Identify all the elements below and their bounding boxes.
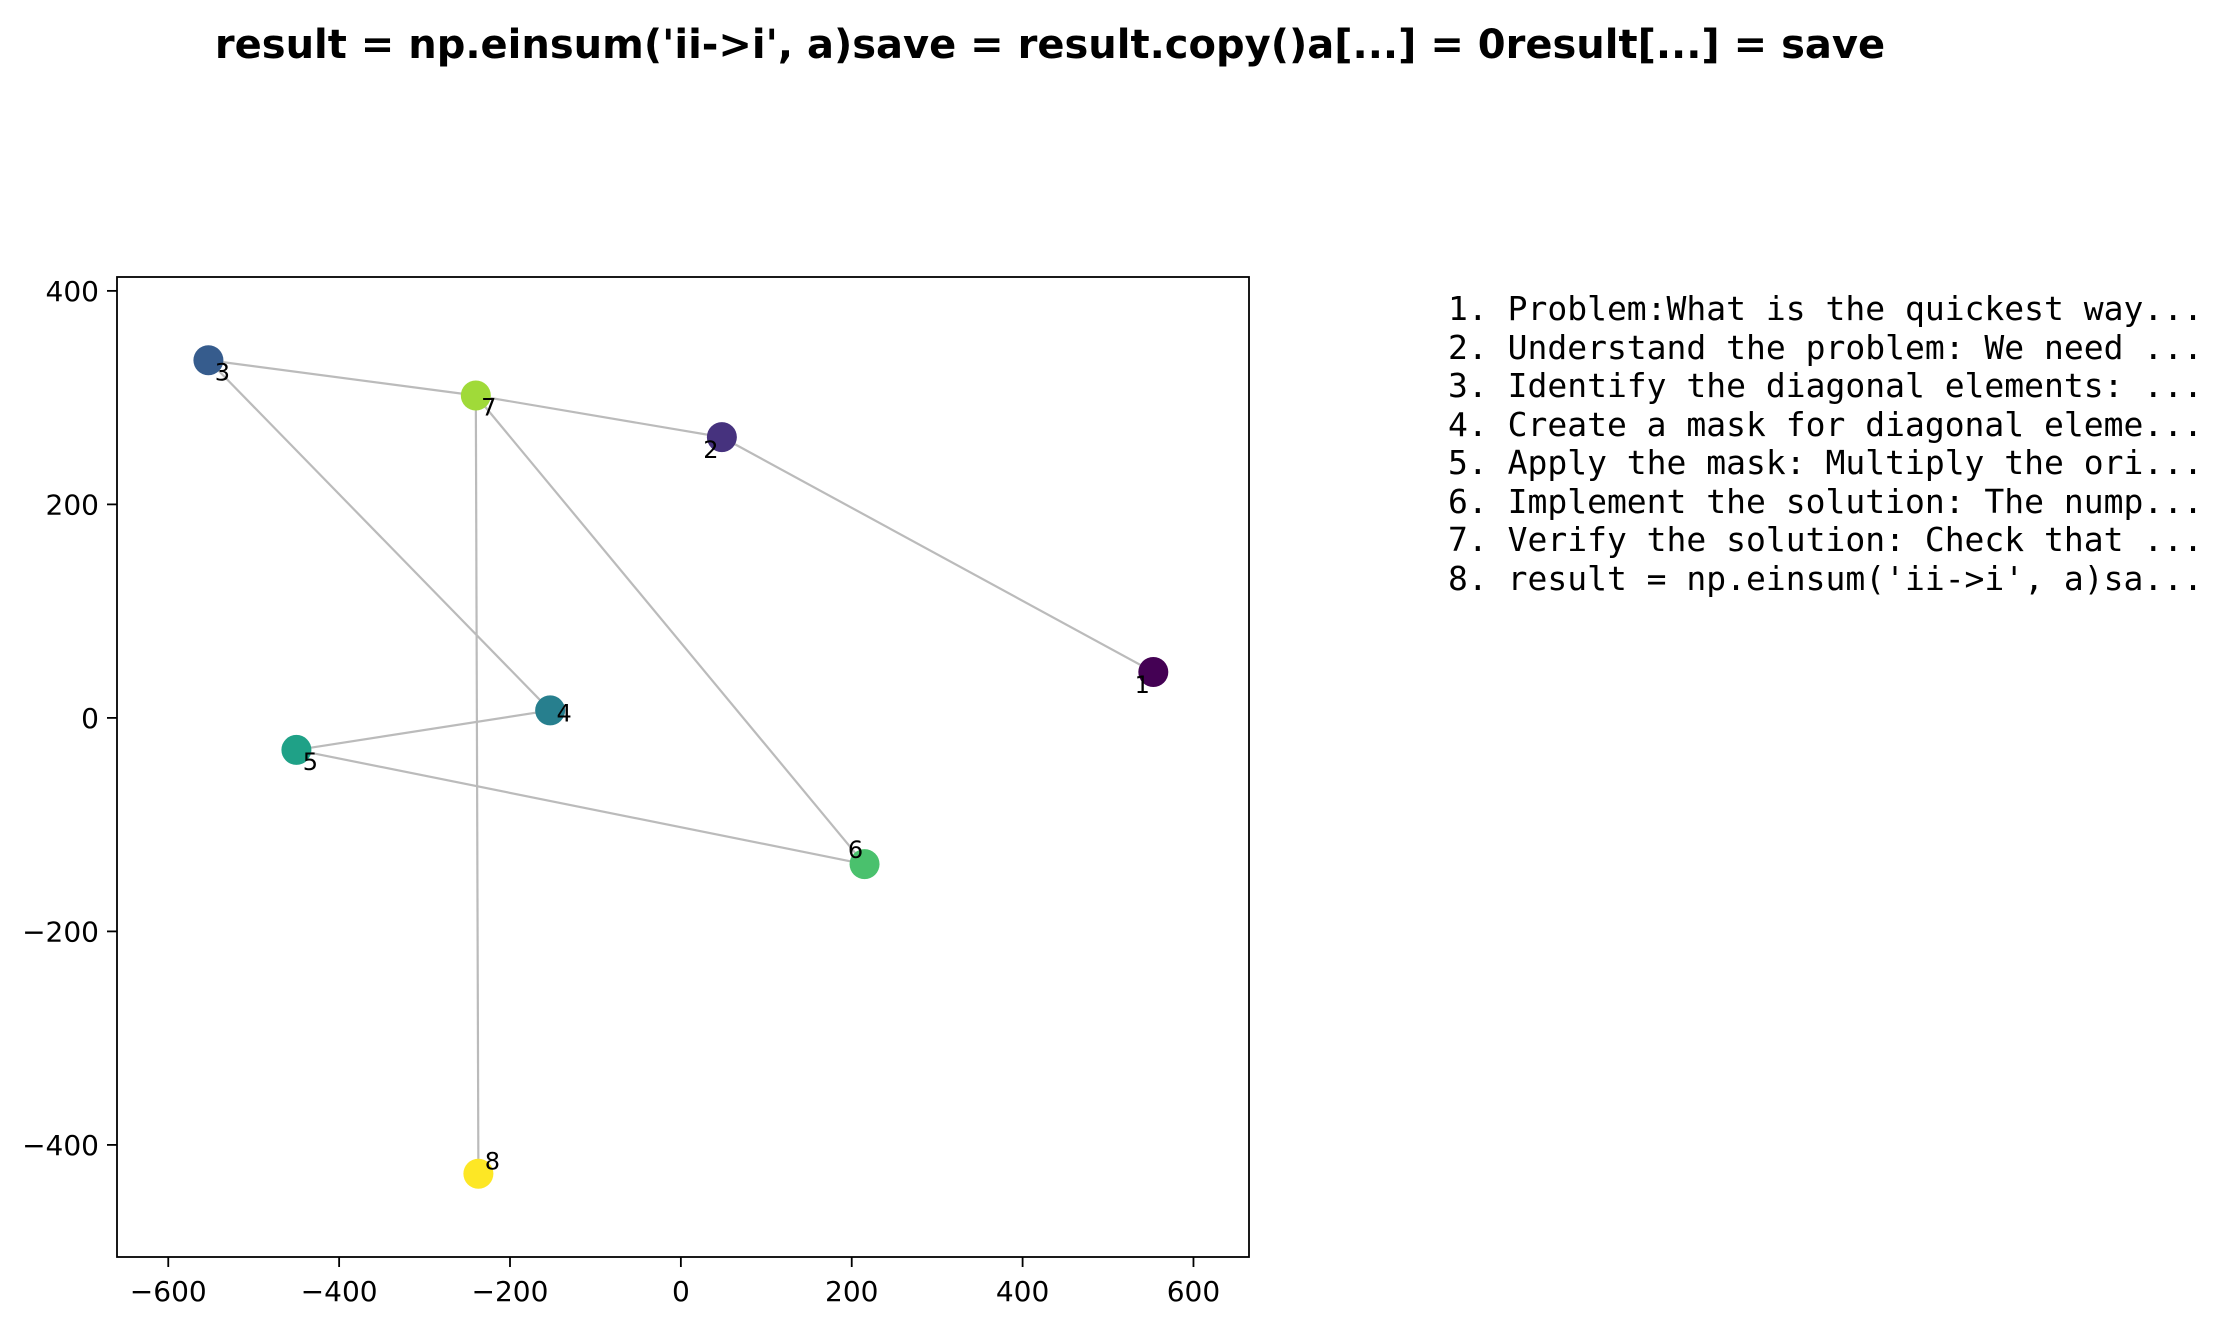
- y-tick-label-4: 400: [46, 275, 99, 308]
- point-3: [193, 345, 224, 376]
- point-8: [463, 1158, 494, 1189]
- step-item-4: 4. Create a mask for diagonal eleme...: [1448, 404, 2203, 444]
- edge-7-3: [208, 359, 476, 397]
- edge-4-5: [296, 709, 551, 752]
- step-item-1: 1. Problem:What is the quickest way...: [1448, 289, 2203, 328]
- x-axis: −600 −400 −200 0 200 400 600: [130, 1257, 1220, 1308]
- x-tick-label-0: −600: [130, 1275, 207, 1308]
- step-item-3: 3. Identify the diagonal elements: ...: [1448, 366, 2203, 405]
- step-item-7: 7. Verify the solution: Check that ...: [1448, 520, 2203, 559]
- y-tick-label-2: 0: [81, 702, 99, 735]
- x-tick-label-3: 0: [672, 1275, 690, 1308]
- chart-title: result = np.einsum('ii->i', a)save = res…: [214, 22, 1886, 68]
- point-4: [535, 695, 566, 726]
- step-item-6: 6. Implement the solution: The nump...: [1448, 481, 2203, 521]
- y-axis: −400 −200 0 200 400: [22, 275, 117, 1162]
- point-label-5: 5: [303, 748, 318, 776]
- x-tick-label-2: −200: [472, 1275, 549, 1308]
- plot-frame: [116, 276, 1250, 1258]
- edge-3-4: [207, 359, 551, 712]
- point-label-7: 7: [481, 393, 496, 421]
- point-label-3: 3: [215, 358, 230, 386]
- point-1: [1138, 656, 1169, 687]
- x-tick-label-6: 600: [1167, 1275, 1220, 1308]
- point-2: [706, 422, 737, 453]
- x-tick-label-5: 400: [996, 1275, 1049, 1308]
- point-labels-layer: 1 2 3 4 5 6 7 8: [215, 358, 1150, 1175]
- x-tick-label-4: 200: [825, 1275, 878, 1308]
- point-label-2: 2: [703, 436, 718, 464]
- y-tick-label-1: −200: [22, 915, 99, 948]
- edge-6-7: [474, 394, 866, 865]
- point-label-8: 8: [485, 1148, 500, 1176]
- x-tick-label-1: −400: [301, 1275, 378, 1308]
- y-tick-label-3: 200: [46, 488, 99, 521]
- y-tick-label-0: −400: [22, 1129, 99, 1162]
- edge-5-6: [296, 748, 865, 866]
- point-label-4: 4: [557, 699, 572, 727]
- steps-list: 1. Problem:What is the quickest way... 2.…: [1448, 289, 2203, 598]
- point-label-6: 6: [848, 836, 863, 864]
- point-7: [460, 380, 491, 411]
- edges-layer: [207, 359, 1154, 1174]
- step-item-5: 5. Apply the mask: Multiply the ori...: [1448, 443, 2203, 482]
- edge-1-2: [721, 436, 1154, 673]
- points-layer: [193, 345, 1169, 1189]
- step-item-8: 8. result = np.einsum('ii->i', a)sa...: [1448, 558, 2203, 598]
- point-label-1: 1: [1135, 671, 1150, 699]
- edge-7-8: [474, 395, 480, 1174]
- step-item-2: 2. Understand the problem: We need ...: [1448, 327, 2203, 367]
- edge-2-7: [475, 394, 723, 439]
- point-5: [281, 734, 312, 765]
- point-6: [849, 849, 880, 880]
